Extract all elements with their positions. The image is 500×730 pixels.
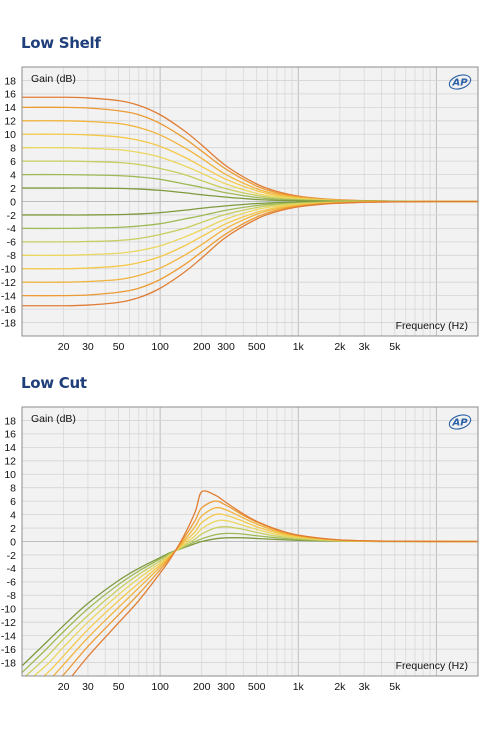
ap-logo: AP xyxy=(448,74,472,90)
x-tick-label: 30 xyxy=(82,681,94,693)
y-tick-label: -10 xyxy=(1,264,16,276)
x-tick-label: 1k xyxy=(293,341,305,353)
x-tick-label: 1k xyxy=(293,681,305,693)
ap-logo-text: AP xyxy=(451,78,468,89)
ap-logo-text: AP xyxy=(451,418,468,429)
series-line-5 xyxy=(42,513,478,676)
plot-frame xyxy=(21,66,479,337)
y-tick-label: 18 xyxy=(4,75,16,87)
y-tick-label: 8 xyxy=(10,483,16,495)
ap-logo-swoosh xyxy=(448,414,472,430)
y-tick-label: 14 xyxy=(4,442,16,454)
x-tick-label: 20 xyxy=(58,341,70,353)
y-tick-label: -8 xyxy=(7,590,16,602)
y-tick-label: -2 xyxy=(7,550,16,562)
y-tick-label: -4 xyxy=(7,223,16,235)
y-tick-label: 10 xyxy=(4,469,16,481)
y-tick-label: 0 xyxy=(10,196,16,208)
y-tick-label: 10 xyxy=(4,129,16,141)
x-tick-label: 300 xyxy=(217,341,235,353)
x-tick-label: 2k xyxy=(334,341,346,353)
x-tick-label: 50 xyxy=(113,341,125,353)
y-tick-label: 6 xyxy=(10,156,16,168)
y-tick-label: 4 xyxy=(10,509,16,521)
y-tick-label: -18 xyxy=(1,317,16,329)
x-tick-label: 200 xyxy=(193,341,211,353)
grid xyxy=(22,407,478,676)
y-tick-label: -16 xyxy=(1,644,16,656)
x-tick-label: 200 xyxy=(193,681,211,693)
y-tick-label: -18 xyxy=(1,657,16,669)
x-tick-label: 2k xyxy=(334,681,346,693)
ap-logo-swoosh xyxy=(448,74,472,90)
y-tick-label: 16 xyxy=(4,89,16,101)
y-tick-label: 2 xyxy=(10,183,16,195)
y-axis-title: Gain (dB) xyxy=(31,413,76,425)
x-tick-label: 30 xyxy=(82,341,94,353)
low-cut-title: Low Cut xyxy=(21,374,87,392)
series-group xyxy=(22,96,478,307)
y-tick-label: 12 xyxy=(4,456,16,468)
ap-logo: AP xyxy=(448,414,472,430)
grid xyxy=(22,67,478,336)
y-tick-label: 16 xyxy=(4,429,16,441)
x-tick-label: 5k xyxy=(389,341,401,353)
x-tick-label: 5k xyxy=(389,681,401,693)
x-tick-label: 100 xyxy=(151,341,169,353)
y-tick-label: -16 xyxy=(1,304,16,316)
x-tick-label: 100 xyxy=(151,681,169,693)
y-tick-label: 12 xyxy=(4,116,16,128)
y-tick-label: -14 xyxy=(1,290,16,302)
y-tick-label: 0 xyxy=(10,536,16,548)
series-line-2 xyxy=(22,532,478,674)
plot-frame xyxy=(21,406,479,677)
y-tick-label: -10 xyxy=(1,604,16,616)
y-tick-label: 18 xyxy=(4,415,16,427)
low-shelf-title: Low Shelf xyxy=(21,34,101,52)
x-tick-label: 300 xyxy=(217,681,235,693)
series-line-6 xyxy=(52,506,478,676)
series-group xyxy=(22,490,478,676)
x-tick-label: 500 xyxy=(248,681,266,693)
series-line-3 xyxy=(24,525,478,676)
x-tick-label: 500 xyxy=(248,341,266,353)
series-line-1 xyxy=(22,537,478,667)
y-tick-label: -12 xyxy=(1,617,16,629)
y-tick-label: 14 xyxy=(4,102,16,114)
series-line-16 xyxy=(22,200,478,307)
y-tick-label: 6 xyxy=(10,496,16,508)
x-tick-label: 3k xyxy=(359,341,371,353)
x-tick-label: 20 xyxy=(58,681,70,693)
series-line-4 xyxy=(33,519,478,676)
y-axis-title: Gain (dB) xyxy=(31,73,76,85)
x-tick-label: 3k xyxy=(359,681,371,693)
x-axis-title: Frequency (Hz) xyxy=(396,660,468,672)
x-tick-label: 50 xyxy=(113,681,125,693)
y-tick-label: 2 xyxy=(10,523,16,535)
y-tick-label: -12 xyxy=(1,277,16,289)
y-tick-label: -6 xyxy=(7,577,16,589)
series-line-8 xyxy=(71,490,478,676)
y-tick-label: 8 xyxy=(10,143,16,155)
y-tick-label: -6 xyxy=(7,237,16,249)
y-tick-label: -8 xyxy=(7,250,16,262)
y-tick-label: -14 xyxy=(1,630,16,642)
x-axis-title: Frequency (Hz) xyxy=(396,320,468,332)
y-tick-label: -2 xyxy=(7,210,16,222)
y-tick-label: -4 xyxy=(7,563,16,575)
y-tick-label: 4 xyxy=(10,169,16,181)
